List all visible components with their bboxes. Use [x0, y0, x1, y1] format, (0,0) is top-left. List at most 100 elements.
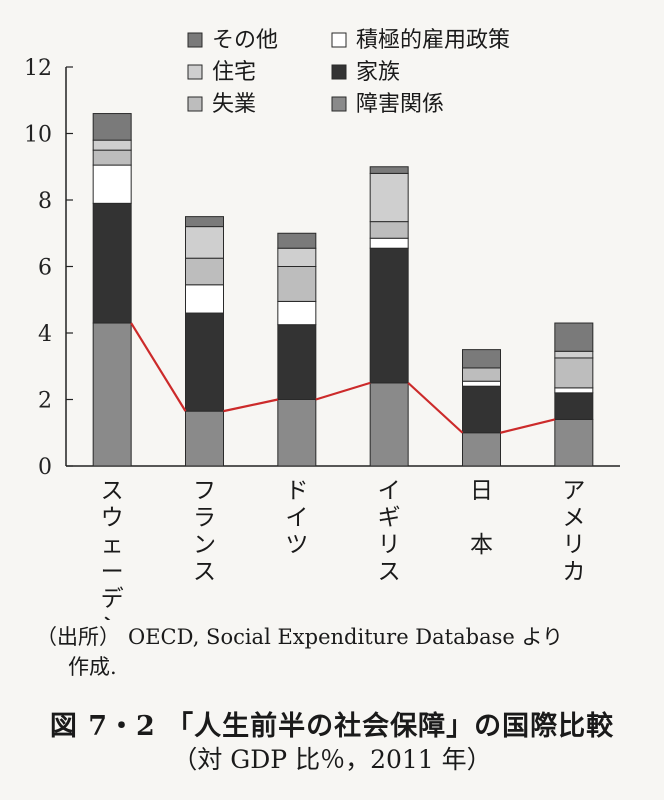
- bar-segment: [369, 382, 409, 467]
- bar-segment: [92, 149, 132, 166]
- bar-segment: [554, 387, 594, 394]
- category-char: フ: [193, 478, 216, 504]
- figure-title: 図 7・2 「人生前半の社会保障」の国際比較: [49, 711, 615, 742]
- bar-segment: [277, 399, 317, 467]
- bar-segment: [92, 113, 132, 141]
- bar-stack: [369, 166, 409, 467]
- legend-label: 家族: [356, 60, 400, 85]
- bar-segment: [92, 164, 132, 204]
- legend-label: 住宅: [212, 60, 256, 85]
- y-tick-label: 8: [38, 189, 52, 214]
- y-tick-label: 4: [38, 322, 52, 347]
- category-char: ウ: [101, 505, 124, 531]
- legend-item: 障害関係: [331, 92, 444, 117]
- legend-item: 住宅: [187, 60, 256, 85]
- legend-swatch: [331, 32, 347, 48]
- legend-item: 家族: [331, 60, 400, 85]
- category-char: ン: [101, 613, 124, 620]
- category-char: イ: [285, 505, 308, 531]
- bar-segment: [185, 284, 224, 314]
- bar-segment: [554, 350, 594, 359]
- bar-segment: [277, 232, 317, 249]
- source-note: （出所） OECD, Social Expenditure Database より…: [36, 622, 636, 682]
- category-char: リ: [378, 532, 401, 558]
- chart-bars: [92, 113, 594, 467]
- y-tick-label: 10: [24, 123, 52, 148]
- bar-segment: [277, 266, 317, 302]
- category-char: ツ: [285, 532, 308, 558]
- bar-segment: [185, 257, 224, 286]
- category-char: ギ: [378, 505, 401, 531]
- chart-axes: 0 2 4 6 8 10 12: [24, 56, 620, 480]
- bar-segment: [92, 322, 132, 467]
- bar-segment: [554, 392, 594, 420]
- bar-segment: [369, 166, 409, 174]
- bar-segment: [369, 237, 409, 249]
- bar-segment: [462, 432, 501, 467]
- y-tick-label: 2: [38, 389, 52, 414]
- category-char: 本: [470, 532, 493, 558]
- legend-label: 失業: [212, 92, 256, 117]
- bar-stack: [462, 349, 501, 467]
- legend-item: その他: [187, 28, 278, 53]
- line-segment: [315, 381, 371, 401]
- bar-segment: [185, 410, 224, 467]
- bar-segment: [277, 324, 317, 400]
- legend-item: 失業: [187, 92, 256, 117]
- y-tick-label: 12: [24, 56, 52, 81]
- line-segment: [130, 322, 187, 412]
- bar-segment: [92, 139, 132, 151]
- legend-swatch: [331, 64, 347, 80]
- category-label: ドイツ: [285, 478, 308, 558]
- bar-stack: [185, 216, 224, 467]
- category-label: 日本: [470, 478, 493, 558]
- bar-segment: [185, 216, 224, 228]
- legend-label: その他: [212, 28, 278, 53]
- bar-segment: [462, 385, 501, 434]
- category-char: ア: [562, 478, 585, 504]
- category-char: ン: [193, 532, 216, 558]
- bar-stack: [277, 232, 317, 467]
- legend-swatch: [187, 64, 203, 80]
- category-char: イ: [378, 478, 401, 504]
- category-char: ラ: [193, 505, 216, 531]
- category-label: スウェーデン: [101, 478, 124, 620]
- line-segment: [407, 382, 464, 434]
- bar-segment: [369, 172, 409, 223]
- figure-subtitle: （対 GDP 比％，2011 年）: [172, 745, 492, 774]
- legend-label: 積極的雇用政策: [356, 28, 510, 53]
- category-char: メ: [562, 505, 585, 531]
- legend-swatch: [187, 32, 203, 48]
- category-char: デ: [101, 586, 124, 612]
- category-char: リ: [562, 532, 585, 558]
- source-label: （出所）: [36, 625, 120, 649]
- bar-segment: [277, 247, 317, 267]
- bar-segment: [554, 322, 594, 352]
- bar-segment: [462, 380, 501, 387]
- bar-segment: [185, 312, 224, 412]
- bar-segment: [369, 221, 409, 239]
- category-char: ド: [285, 478, 308, 504]
- line-segment: [500, 418, 556, 434]
- category-char: ー: [101, 559, 124, 585]
- source-continuation: 作成.: [68, 655, 117, 679]
- bar-segment: [554, 418, 594, 467]
- category-char: ェ: [101, 532, 124, 558]
- legend-label: 障害関係: [356, 92, 444, 117]
- category-char: ス: [193, 559, 216, 585]
- category-char: ス: [101, 478, 124, 504]
- bar-stack: [554, 322, 594, 467]
- bar-segment: [277, 300, 317, 326]
- bar-segment: [185, 226, 224, 259]
- bar-segment: [92, 202, 132, 324]
- category-char: 日: [470, 478, 493, 504]
- y-tick-label: 0: [38, 455, 52, 480]
- legend-item: 積極的雇用政策: [331, 28, 510, 53]
- legend-swatch: [187, 96, 203, 112]
- source-text: OECD, Social Expenditure Database より: [128, 625, 564, 649]
- legend-swatch: [331, 96, 347, 112]
